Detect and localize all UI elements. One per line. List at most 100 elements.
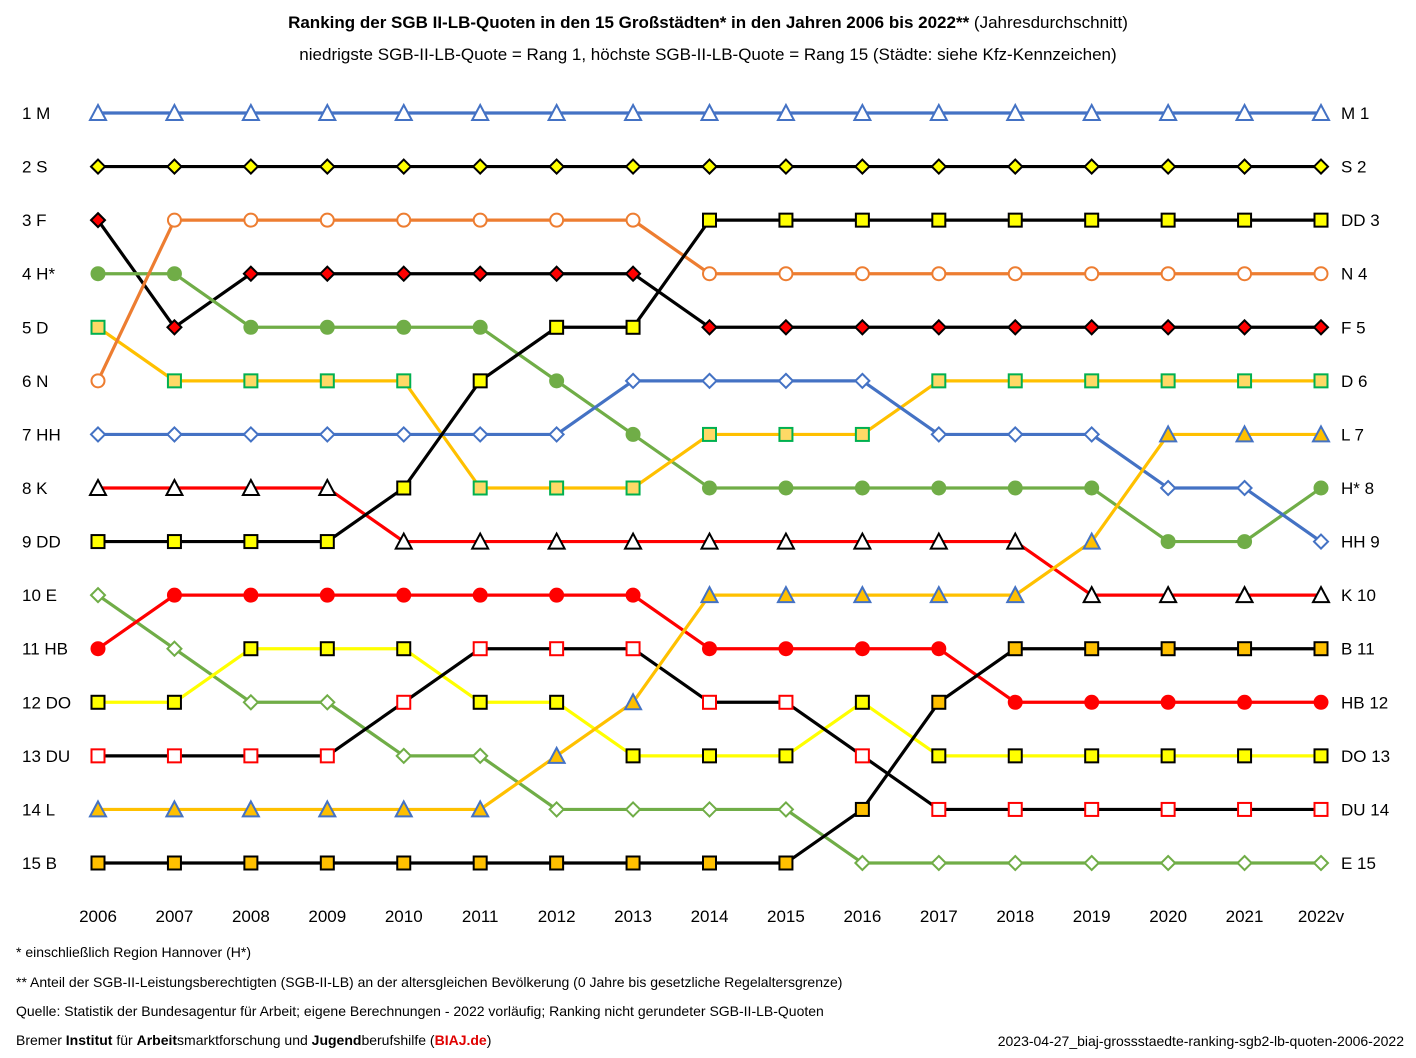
org-link[interactable]: BIAJ.de bbox=[434, 1032, 487, 1048]
data-point-DD bbox=[319, 534, 335, 550]
right-rank-label: L 7 bbox=[1341, 425, 1364, 444]
data-point-M bbox=[929, 102, 949, 121]
data-point-E bbox=[1159, 854, 1177, 872]
data-point-B bbox=[1313, 641, 1329, 657]
data-point-DD bbox=[472, 373, 488, 389]
data-point-L bbox=[1082, 531, 1102, 550]
data-point-DU bbox=[243, 748, 259, 764]
data-point-L bbox=[470, 799, 490, 818]
data-point-Hstar bbox=[549, 373, 565, 389]
data-point-F bbox=[318, 265, 336, 283]
data-point-F bbox=[166, 318, 183, 336]
data-point-B bbox=[1007, 641, 1023, 657]
data-point-DO bbox=[1237, 748, 1253, 764]
data-point-S bbox=[89, 158, 107, 175]
data-point-E bbox=[777, 801, 795, 818]
data-point-Hstar bbox=[396, 319, 412, 335]
data-point-K bbox=[929, 531, 949, 550]
left-rank-label: 12 DO bbox=[22, 693, 71, 712]
data-point-Hstar bbox=[1313, 480, 1329, 496]
data-point-D bbox=[1160, 373, 1176, 389]
data-point-DD bbox=[1237, 212, 1253, 228]
left-rank-label: 6 N bbox=[22, 372, 48, 391]
data-point-F bbox=[1159, 318, 1177, 336]
data-point-DO bbox=[931, 748, 947, 764]
data-point-S bbox=[1312, 158, 1330, 175]
data-point-B bbox=[702, 855, 717, 871]
data-point-E bbox=[701, 801, 718, 818]
data-point-D bbox=[90, 319, 106, 335]
data-point-N bbox=[702, 266, 717, 282]
data-point-HH bbox=[471, 426, 489, 443]
data-point-K bbox=[546, 531, 567, 550]
data-point-DD bbox=[778, 212, 794, 228]
x-tick-label: 2022v bbox=[1298, 907, 1345, 926]
data-point-DU bbox=[319, 748, 335, 764]
x-tick-label: 2021 bbox=[1226, 907, 1264, 926]
right-rank-label: D 6 bbox=[1341, 372, 1367, 391]
data-point-E bbox=[1083, 854, 1101, 872]
data-point-B bbox=[1237, 641, 1253, 657]
data-point-Hstar bbox=[243, 319, 259, 335]
data-point-Hstar bbox=[90, 266, 106, 282]
right-rank-label: F 5 bbox=[1341, 318, 1366, 337]
data-point-HB bbox=[166, 587, 182, 603]
data-point-F bbox=[624, 265, 642, 283]
data-point-S bbox=[1236, 158, 1253, 175]
data-point-S bbox=[777, 158, 795, 175]
x-tick-label: 2011 bbox=[462, 907, 499, 926]
data-point-HH bbox=[853, 372, 871, 390]
data-point-HH bbox=[1236, 479, 1253, 497]
data-point-N bbox=[1084, 266, 1100, 282]
data-point-L bbox=[317, 799, 337, 818]
data-point-F bbox=[701, 318, 718, 336]
data-point-B bbox=[166, 855, 182, 871]
data-point-B bbox=[319, 855, 335, 871]
data-point-DU bbox=[472, 641, 488, 657]
data-point-HH bbox=[701, 372, 718, 390]
data-point-DD bbox=[1007, 212, 1023, 228]
org-part: Institut bbox=[65, 1032, 113, 1048]
data-point-HH bbox=[624, 372, 642, 390]
data-point-HH bbox=[1006, 426, 1024, 443]
data-point-HH bbox=[166, 426, 183, 443]
data-point-D bbox=[625, 480, 641, 496]
data-point-DU bbox=[1237, 801, 1253, 817]
data-point-F bbox=[395, 265, 413, 283]
data-point-N bbox=[166, 212, 182, 228]
data-point-D bbox=[702, 426, 717, 442]
footnote-definition: ** Anteil der SGB-II-Leistungsberechtigt… bbox=[16, 974, 843, 990]
data-point-HB bbox=[625, 587, 641, 603]
data-point-S bbox=[1159, 158, 1177, 175]
data-point-M bbox=[1005, 102, 1025, 121]
data-point-M bbox=[546, 102, 567, 121]
data-point-S bbox=[548, 158, 566, 175]
right-rank-label: DD 3 bbox=[1341, 211, 1380, 230]
right-rank-label: E 15 bbox=[1341, 854, 1376, 873]
x-tick-label: 2015 bbox=[767, 907, 805, 926]
data-point-E bbox=[548, 801, 566, 818]
data-point-DO bbox=[854, 694, 870, 710]
data-point-M bbox=[623, 102, 643, 121]
data-point-B bbox=[778, 855, 794, 871]
left-rank-label: 15 B bbox=[22, 854, 57, 873]
data-point-DO bbox=[243, 641, 259, 657]
data-point-E bbox=[1006, 854, 1024, 872]
left-rank-label: 3 F bbox=[22, 211, 47, 230]
data-point-DU bbox=[396, 694, 412, 710]
data-point-Hstar bbox=[166, 266, 182, 282]
data-point-HB bbox=[90, 641, 106, 657]
data-point-F bbox=[548, 265, 566, 283]
axis-labels: 1 M 2 S 3 F 4 H* 5 D 6 N 7 HH 8 K 9 DD 10 E 11 HB 1… bbox=[22, 104, 1390, 926]
right-rank-label: S 2 bbox=[1341, 158, 1367, 177]
data-point-L bbox=[164, 799, 185, 818]
left-rank-label: 5 D bbox=[22, 318, 48, 337]
data-point-M bbox=[394, 102, 414, 121]
data-point-E bbox=[1236, 854, 1253, 872]
data-point-DU bbox=[90, 748, 106, 764]
data-point-L bbox=[623, 692, 643, 711]
data-point-M bbox=[1158, 102, 1178, 121]
data-point-DU bbox=[1084, 801, 1100, 817]
data-point-DO bbox=[1007, 748, 1023, 764]
data-point-F bbox=[930, 318, 948, 336]
